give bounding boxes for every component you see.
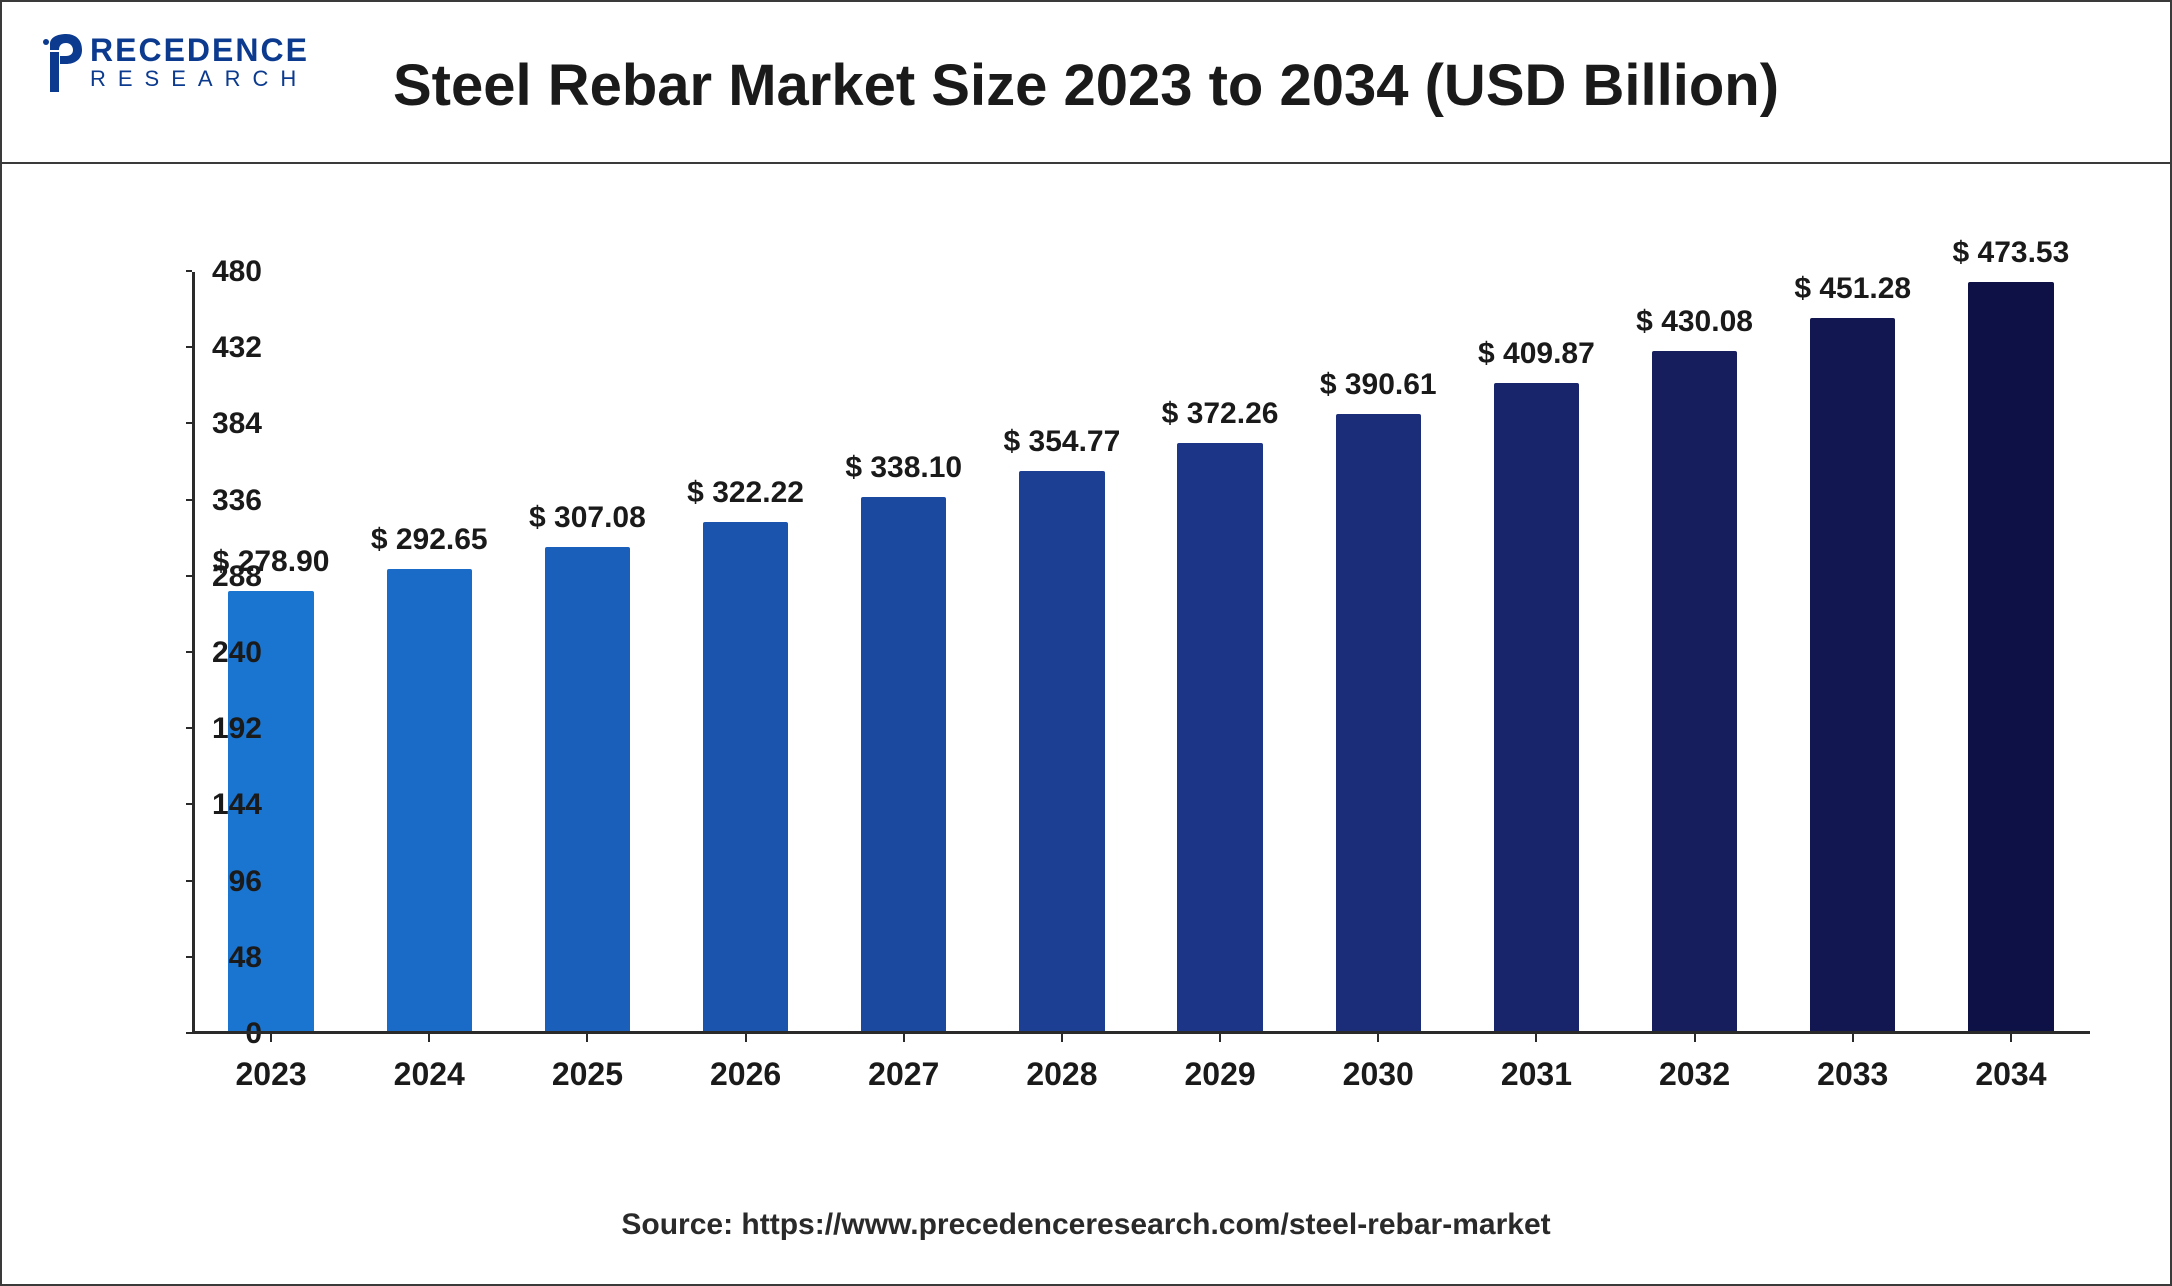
plot-area: $ 278.902023$ 292.652024$ 307.082025$ 32… xyxy=(192,272,2090,1034)
y-tick-label: 144 xyxy=(192,788,262,822)
bar-slot: $ 473.532034 xyxy=(1932,272,2090,1034)
y-tick-label: 96 xyxy=(192,865,262,899)
bar-value-label: $ 430.08 xyxy=(1636,305,1753,339)
x-tick-label: 2031 xyxy=(1501,1056,1572,1093)
bar: $ 451.28 xyxy=(1810,318,1895,1034)
x-tick-mark xyxy=(270,1034,272,1042)
y-tick-label: 192 xyxy=(192,712,262,746)
bar-slot: $ 372.262029 xyxy=(1141,272,1299,1034)
bar: $ 430.08 xyxy=(1652,351,1737,1034)
bar: $ 409.87 xyxy=(1494,383,1579,1034)
bar: $ 307.08 xyxy=(545,547,630,1034)
bar-value-label: $ 372.26 xyxy=(1162,397,1279,431)
bar-slot: $ 322.222026 xyxy=(667,272,825,1034)
bar-slot: $ 307.082025 xyxy=(508,272,666,1034)
bar: $ 473.53 xyxy=(1968,282,2053,1034)
bar-value-label: $ 292.65 xyxy=(371,523,488,557)
bar-slot: $ 409.872031 xyxy=(1457,272,1615,1034)
x-tick-label: 2029 xyxy=(1184,1056,1255,1093)
bar: $ 390.61 xyxy=(1336,414,1421,1034)
bar: $ 338.10 xyxy=(861,497,946,1034)
y-tick-label: 480 xyxy=(192,255,262,289)
x-tick-mark xyxy=(903,1034,905,1042)
x-tick-label: 2030 xyxy=(1343,1056,1414,1093)
x-tick-label: 2025 xyxy=(552,1056,623,1093)
y-tick-label: 0 xyxy=(192,1017,262,1051)
bar-slot: $ 338.102027 xyxy=(825,272,983,1034)
x-tick-mark xyxy=(745,1034,747,1042)
bar-slot: $ 292.652024 xyxy=(350,272,508,1034)
x-tick-label: 2026 xyxy=(710,1056,781,1093)
bar: $ 372.26 xyxy=(1177,443,1262,1034)
x-tick-mark xyxy=(1535,1034,1537,1042)
y-tick-label: 288 xyxy=(192,560,262,594)
bar-slot: $ 451.282033 xyxy=(1774,272,1932,1034)
bar: $ 322.22 xyxy=(703,522,788,1034)
x-tick-label: 2027 xyxy=(868,1056,939,1093)
y-axis-line xyxy=(192,272,195,1034)
bar: $ 292.65 xyxy=(387,569,472,1034)
bar-value-label: $ 354.77 xyxy=(1004,425,1121,459)
x-tick-mark xyxy=(1377,1034,1379,1042)
bar-slot: $ 390.612030 xyxy=(1299,272,1457,1034)
bar-value-label: $ 307.08 xyxy=(529,501,646,535)
bar-value-label: $ 473.53 xyxy=(1953,236,2070,270)
x-tick-label: 2028 xyxy=(1026,1056,1097,1093)
y-tick-label: 384 xyxy=(192,407,262,441)
x-tick-label: 2033 xyxy=(1817,1056,1888,1093)
plot-region: $ 278.902023$ 292.652024$ 307.082025$ 32… xyxy=(112,222,2100,1124)
x-tick-mark xyxy=(1694,1034,1696,1042)
y-tick-label: 48 xyxy=(192,941,262,975)
x-axis-line xyxy=(192,1031,2090,1034)
chart-title: Steel Rebar Market Size 2023 to 2034 (US… xyxy=(2,52,2170,119)
x-tick-label: 2024 xyxy=(394,1056,465,1093)
x-tick-mark xyxy=(2010,1034,2012,1042)
bar: $ 354.77 xyxy=(1019,471,1104,1034)
y-tick-label: 240 xyxy=(192,636,262,670)
bars-layer: $ 278.902023$ 292.652024$ 307.082025$ 32… xyxy=(192,272,2090,1034)
bar-slot: $ 354.772028 xyxy=(983,272,1141,1034)
x-tick-label: 2034 xyxy=(1975,1056,2046,1093)
source-caption: Source: https://www.precedenceresearch.c… xyxy=(2,1208,2170,1242)
x-tick-mark xyxy=(1219,1034,1221,1042)
x-tick-mark xyxy=(1061,1034,1063,1042)
y-tick-label: 432 xyxy=(192,331,262,365)
x-tick-label: 2023 xyxy=(235,1056,306,1093)
bar-value-label: $ 338.10 xyxy=(845,451,962,485)
bar-value-label: $ 390.61 xyxy=(1320,368,1437,402)
y-tick-label: 336 xyxy=(192,484,262,518)
bar-value-label: $ 409.87 xyxy=(1478,337,1595,371)
x-tick-mark xyxy=(586,1034,588,1042)
chart-container: RECEDENCE RESEARCH Steel Rebar Market Si… xyxy=(0,0,2172,1286)
bar-value-label: $ 451.28 xyxy=(1794,272,1911,306)
bar-slot: $ 430.082032 xyxy=(1616,272,1774,1034)
bar-value-label: $ 322.22 xyxy=(687,476,804,510)
x-tick-mark xyxy=(428,1034,430,1042)
x-tick-mark xyxy=(1852,1034,1854,1042)
x-tick-label: 2032 xyxy=(1659,1056,1730,1093)
title-divider xyxy=(2,162,2170,164)
